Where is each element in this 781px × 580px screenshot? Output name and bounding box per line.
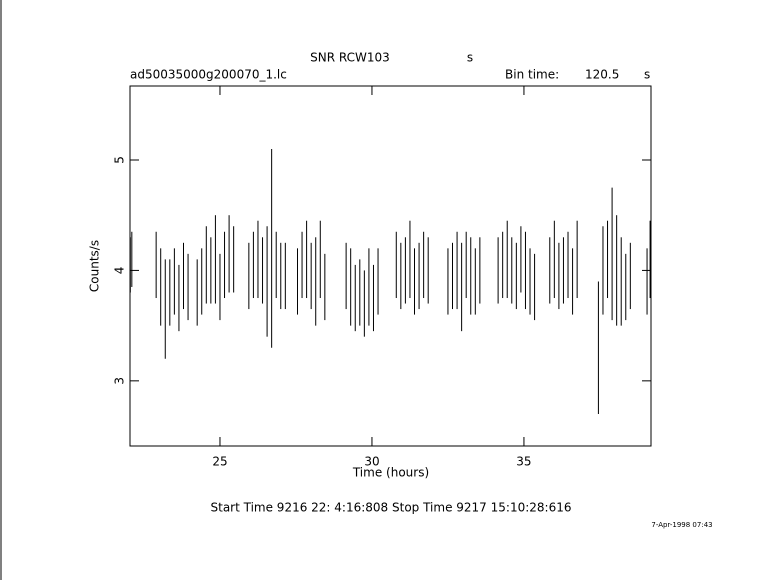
subtitle: ad50035000g200070_1.lc xyxy=(130,68,287,82)
y-tick-label: 5 xyxy=(113,156,127,164)
bin-time-unit: s xyxy=(644,68,650,82)
y-tick-label: 4 xyxy=(113,267,127,275)
bin-time: 120.5 xyxy=(585,68,619,82)
footer: Start Time 9216 22: 4:16:808 Stop Time 9… xyxy=(211,501,572,515)
x-axis-label: Time (hours) xyxy=(352,466,429,480)
chart-title: SNR RCW103 xyxy=(310,51,390,65)
x-tick-label: 30 xyxy=(364,455,379,469)
x-tick-label: 35 xyxy=(516,455,531,469)
date-stamp: 7-Apr-1998 07:43 xyxy=(651,521,712,529)
title-suffix: s xyxy=(467,51,473,65)
x-tick-label: 25 xyxy=(212,455,227,469)
y-tick-label: 3 xyxy=(113,377,127,385)
y-axis-label: Counts/s xyxy=(88,240,102,292)
bin-time-label: Bin time: xyxy=(505,68,559,82)
